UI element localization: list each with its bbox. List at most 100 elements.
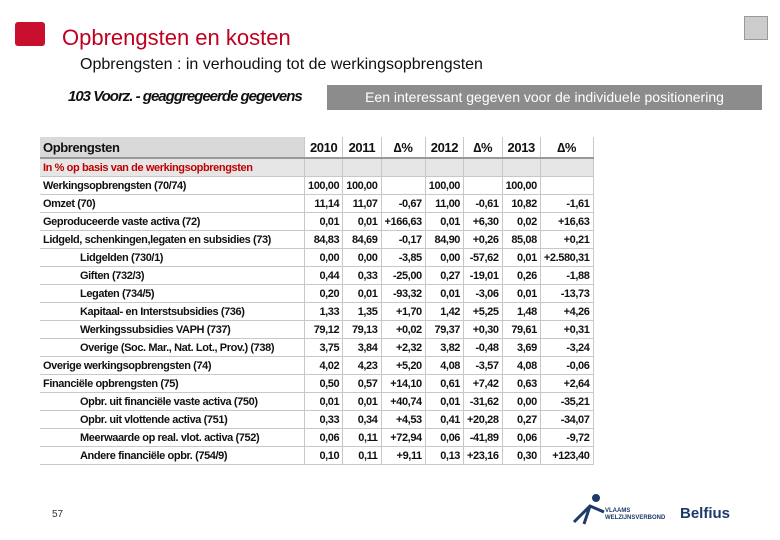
cell: 0,01: [425, 284, 465, 303]
cell: 0,20: [304, 284, 344, 303]
cell: 0,06: [425, 428, 465, 447]
row: Opbr. uit vlottende activa (751) 0,33 0,34…: [40, 410, 594, 429]
cell: 85,08: [502, 230, 541, 249]
cell: 0,11: [342, 446, 382, 465]
cell: 84,83: [304, 230, 344, 249]
cell: 0,01: [304, 212, 344, 231]
cell: 0,06: [502, 428, 541, 447]
row: Lidgeld, schenkingen,legaten en subsidie…: [40, 230, 594, 249]
cell: Opbr. uit financiële vaste activa (750): [40, 392, 305, 411]
logo-left: VLAAMS WELZIJNSVERBOND: [605, 508, 666, 521]
row: Overige (Soc. Mar., Nat. Lot., Prov.) (7…: [40, 338, 594, 357]
cell: -34,07: [540, 410, 594, 429]
header-row: Opbrengsten 2010 2011 ∆% 2012 ∆% 2013 ∆%: [40, 137, 594, 159]
row: Andere financiële opbr. (754/9) 0,10 0,11 +…: [40, 446, 594, 465]
cell: 1,33: [304, 302, 344, 321]
cell: +6,30: [463, 212, 503, 231]
cell: 0,13: [425, 446, 465, 465]
cell: [463, 176, 503, 195]
cell: 3,75: [304, 338, 344, 357]
cell: Lidgelden (730/1): [40, 248, 305, 267]
cell: -1,88: [540, 266, 594, 285]
cell: Opbrengsten: [40, 137, 305, 159]
cell: [425, 158, 465, 177]
cell: 0,26: [502, 266, 541, 285]
cell: 0,00: [502, 392, 541, 411]
logo-right: Belfius: [680, 505, 731, 522]
cell: +166,63: [381, 212, 426, 231]
row: Opbr. uit financiële vaste activa (750) 0…: [40, 392, 594, 411]
cell: 0,57: [342, 374, 382, 393]
cell: -41,89: [463, 428, 503, 447]
cell: Werkingsopbrengsten (70/74): [40, 176, 305, 195]
cell: +0,21: [540, 230, 594, 249]
cell: [463, 158, 503, 177]
home-button[interactable]: [744, 16, 768, 40]
cell: -35,21: [540, 392, 594, 411]
cell: 1,42: [425, 302, 465, 321]
cell: -3,85: [381, 248, 426, 267]
cell: +7,42: [463, 374, 503, 393]
cell: 0,34: [342, 410, 382, 429]
cell: -13,73: [540, 284, 594, 303]
subheader-row: In % op basis van de werkingsopbrengsten: [40, 158, 594, 177]
cell: +2,32: [381, 338, 426, 357]
cell: -1,61: [540, 194, 594, 213]
cell: +5,25: [463, 302, 503, 321]
cell: 0,11: [342, 428, 382, 447]
cell: Giften (732/3): [40, 266, 305, 285]
cell: 0,00: [425, 248, 465, 267]
cell: 0,01: [342, 212, 382, 231]
cell: 10,82: [502, 194, 541, 213]
cell: +0,26: [463, 230, 503, 249]
cell: -31,62: [463, 392, 503, 411]
cell: 100,00: [425, 176, 465, 195]
cell: 0,61: [425, 374, 465, 393]
cell: 0,01: [502, 248, 541, 267]
row: Omzet (70) 11,14 11,07 -0,67 11,00 -0,61 10,82…: [40, 194, 594, 213]
cell: +5,20: [381, 356, 426, 375]
cell: +123,40: [540, 446, 594, 465]
cell: 0,27: [502, 410, 541, 429]
cell: Financiële opbrengsten (75): [40, 374, 305, 393]
cell: +2,64: [540, 374, 594, 393]
cell: Overige (Soc. Mar., Nat. Lot., Prov.) (7…: [40, 338, 305, 357]
cell: +4,26: [540, 302, 594, 321]
row: Legaten (734/5) 0,20 0,01 -93,32 0,01 -3,06 0,…: [40, 284, 594, 303]
row: Overige werkingsopbrengsten (74) 4,02 4,23…: [40, 356, 594, 375]
cell: 100,00: [502, 176, 541, 195]
cell: 84,90: [425, 230, 465, 249]
cell: In % op basis van de werkingsopbrengsten: [40, 158, 305, 177]
cell: 0,00: [304, 248, 344, 267]
row: Financiële opbrengsten (75) 0,50 0,57 +14,1…: [40, 374, 594, 393]
cell: [381, 158, 426, 177]
cell: 0,44: [304, 266, 344, 285]
cell: [342, 158, 382, 177]
cell: 0,00: [342, 248, 382, 267]
cell: 0,30: [502, 446, 541, 465]
cell: [540, 158, 594, 177]
cell: [381, 176, 426, 195]
cell: +4,53: [381, 410, 426, 429]
cell: Overige werkingsopbrengsten (74): [40, 356, 305, 375]
cell: 79,12: [304, 320, 344, 339]
cell: 0,10: [304, 446, 344, 465]
cell: 4,23: [342, 356, 382, 375]
row: Giften (732/3) 0,44 0,33 -25,00 0,27 -19,01 0,…: [40, 266, 594, 285]
cell: -0,61: [463, 194, 503, 213]
cell: 0,27: [425, 266, 465, 285]
cell: 11,14: [304, 194, 344, 213]
cell: -0,06: [540, 356, 594, 375]
cell: Legaten (734/5): [40, 284, 305, 303]
cell: 11,00: [425, 194, 465, 213]
cell: 0,02: [502, 212, 541, 231]
cell: 0,63: [502, 374, 541, 393]
cell: -0,48: [463, 338, 503, 357]
cell: -9,72: [540, 428, 594, 447]
cell: Lidgeld, schenkingen,legaten en subsidie…: [40, 230, 305, 249]
cell: 0,01: [425, 212, 465, 231]
cell: -3,24: [540, 338, 594, 357]
cell: 3,84: [342, 338, 382, 357]
red-square: [15, 22, 45, 46]
